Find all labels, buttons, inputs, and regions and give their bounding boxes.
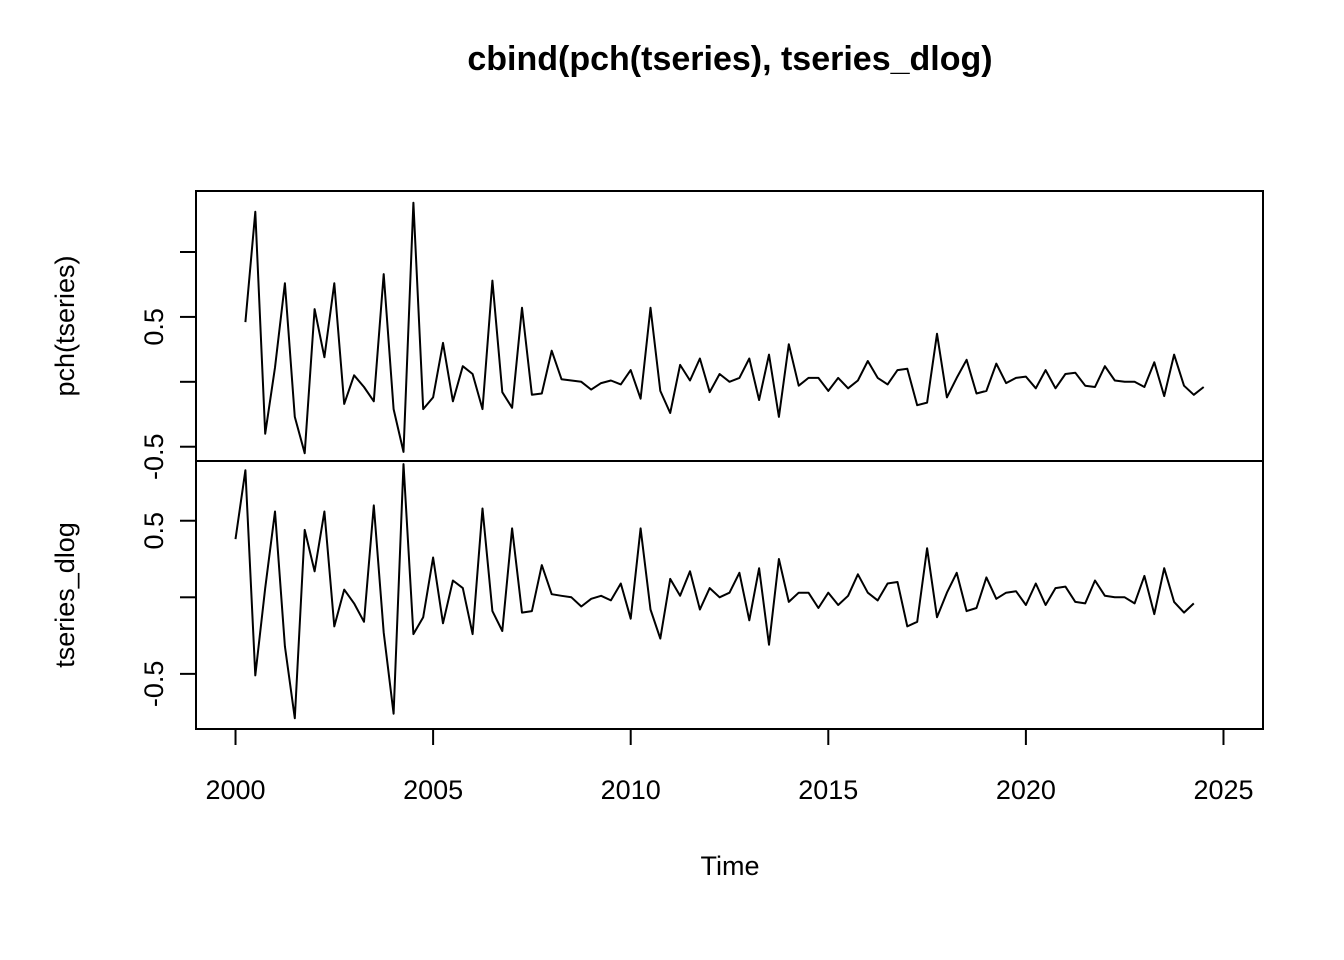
x-tick-label: 2010 [601, 775, 661, 805]
panel-1-frame [195, 190, 1264, 462]
x-tick-label: 2025 [1193, 775, 1253, 805]
panel-2: -0.5 0.5 tseries_dlog [50, 460, 1264, 730]
x-tick-label: 2015 [798, 775, 858, 805]
panel-1-y-tick-label: 0.5 [139, 308, 169, 346]
panel-2-frame [195, 460, 1264, 730]
panel-2-y-axis-label: tseries_dlog [50, 522, 80, 668]
x-tick-label: 2000 [205, 775, 265, 805]
panel-1: -0.5 0.5 pch(tseries) [50, 190, 1264, 480]
panel-1-y-tick-label: -0.5 [139, 433, 169, 480]
panel-1-y-axis-label: pch(tseries) [50, 255, 80, 396]
x-axis: 2000 2005 2010 2015 2020 2025 [205, 728, 1254, 805]
panel-2-series-line [234, 463, 1195, 720]
chart-title: cbind(pch(tseries), tseries_dlog) [467, 40, 992, 78]
panels: -0.5 0.5 pch(tseries) -0.5 0.5 tseries_dlog [50, 190, 1264, 730]
x-axis-label: Time [701, 851, 760, 881]
panel-2-y-tick-label: -0.5 [139, 661, 169, 708]
panel-2-y-tick-label: 0.5 [139, 512, 169, 550]
panel-1-series-line [244, 201, 1205, 455]
x-tick-label: 2005 [403, 775, 463, 805]
x-tick-label: 2020 [996, 775, 1056, 805]
